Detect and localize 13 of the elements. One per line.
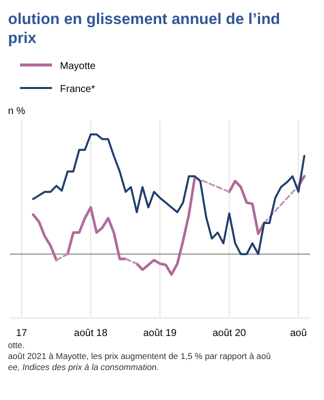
x-tick-label: août 19 — [143, 328, 178, 339]
text: août 2021 à Mayotte, les prix augmentent de 1,5 % par rapport à aoû — [8, 351, 271, 361]
text: otte. — [8, 340, 25, 350]
x-tick-label: aoû — [290, 328, 307, 339]
text: ee, Indices des prix à la consommation. — [8, 362, 159, 372]
chart-title: olution en glissement annuel de l’ind — [8, 11, 280, 28]
legend-label: Mayotte — [60, 61, 96, 72]
legend-label: France* — [60, 84, 96, 95]
y-axis-title: n % — [8, 106, 26, 117]
chart-subtitle: prix — [8, 30, 37, 47]
x-tick-label: 17 — [16, 328, 28, 339]
x-tick-label: août 18 — [74, 328, 108, 339]
x-tick-label: août 20 — [212, 328, 246, 339]
